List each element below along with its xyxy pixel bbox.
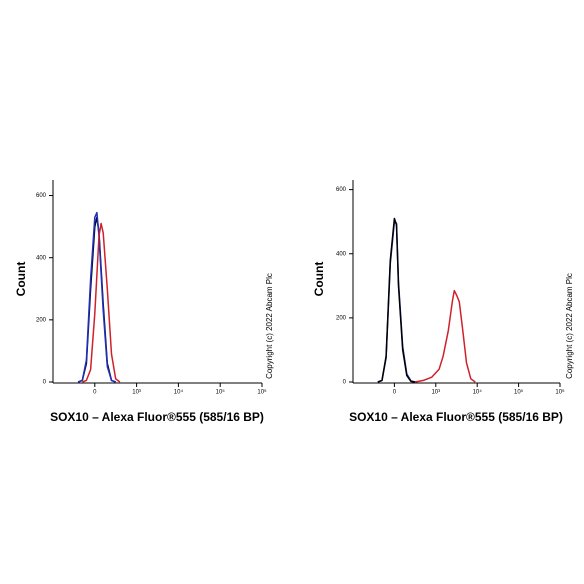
x-tick-label: 10⁴ <box>473 389 483 396</box>
y-tick-label: 600 <box>36 193 47 199</box>
histogram-line <box>82 222 121 383</box>
x-axis-label: SOX10 – Alexa Fluor®555 (585/16 BP) <box>349 410 563 424</box>
y-tick-label: 200 <box>336 315 347 321</box>
x-tick-label: 10⁶ <box>555 389 565 396</box>
histogram-line <box>77 216 116 383</box>
x-tick-label: 10⁵ <box>216 389 226 396</box>
y-tick-label: 200 <box>36 317 47 323</box>
y-tick-label: 0 <box>43 380 47 386</box>
x-tick-label: 10⁶ <box>257 389 267 396</box>
histogram-line <box>77 211 116 383</box>
x-tick-label: 10³ <box>431 390 440 396</box>
histogram-line <box>377 217 416 383</box>
x-tick-label: 0 <box>93 390 97 396</box>
y-tick-label: 400 <box>36 255 47 261</box>
x-tick-label: 10⁴ <box>174 389 184 396</box>
histogram-line <box>414 289 476 383</box>
copyright: Copyright (c) 2022 Abcam Plc <box>565 273 574 379</box>
y-axis-label: Count <box>312 262 326 297</box>
y-tick-label: 400 <box>336 251 347 257</box>
x-axis-label: SOX10 – Alexa Fluor®555 (585/16 BP) <box>50 410 264 424</box>
x-tick-label: 0 <box>393 390 397 396</box>
x-tick-label: 10³ <box>132 390 141 396</box>
y-axis-label: Count <box>14 262 28 297</box>
x-tick-label: 10⁵ <box>514 389 524 396</box>
copyright: Copyright (c) 2022 Abcam Plc <box>265 273 274 379</box>
y-tick-label: 0 <box>343 380 347 386</box>
y-tick-label: 600 <box>336 187 347 193</box>
